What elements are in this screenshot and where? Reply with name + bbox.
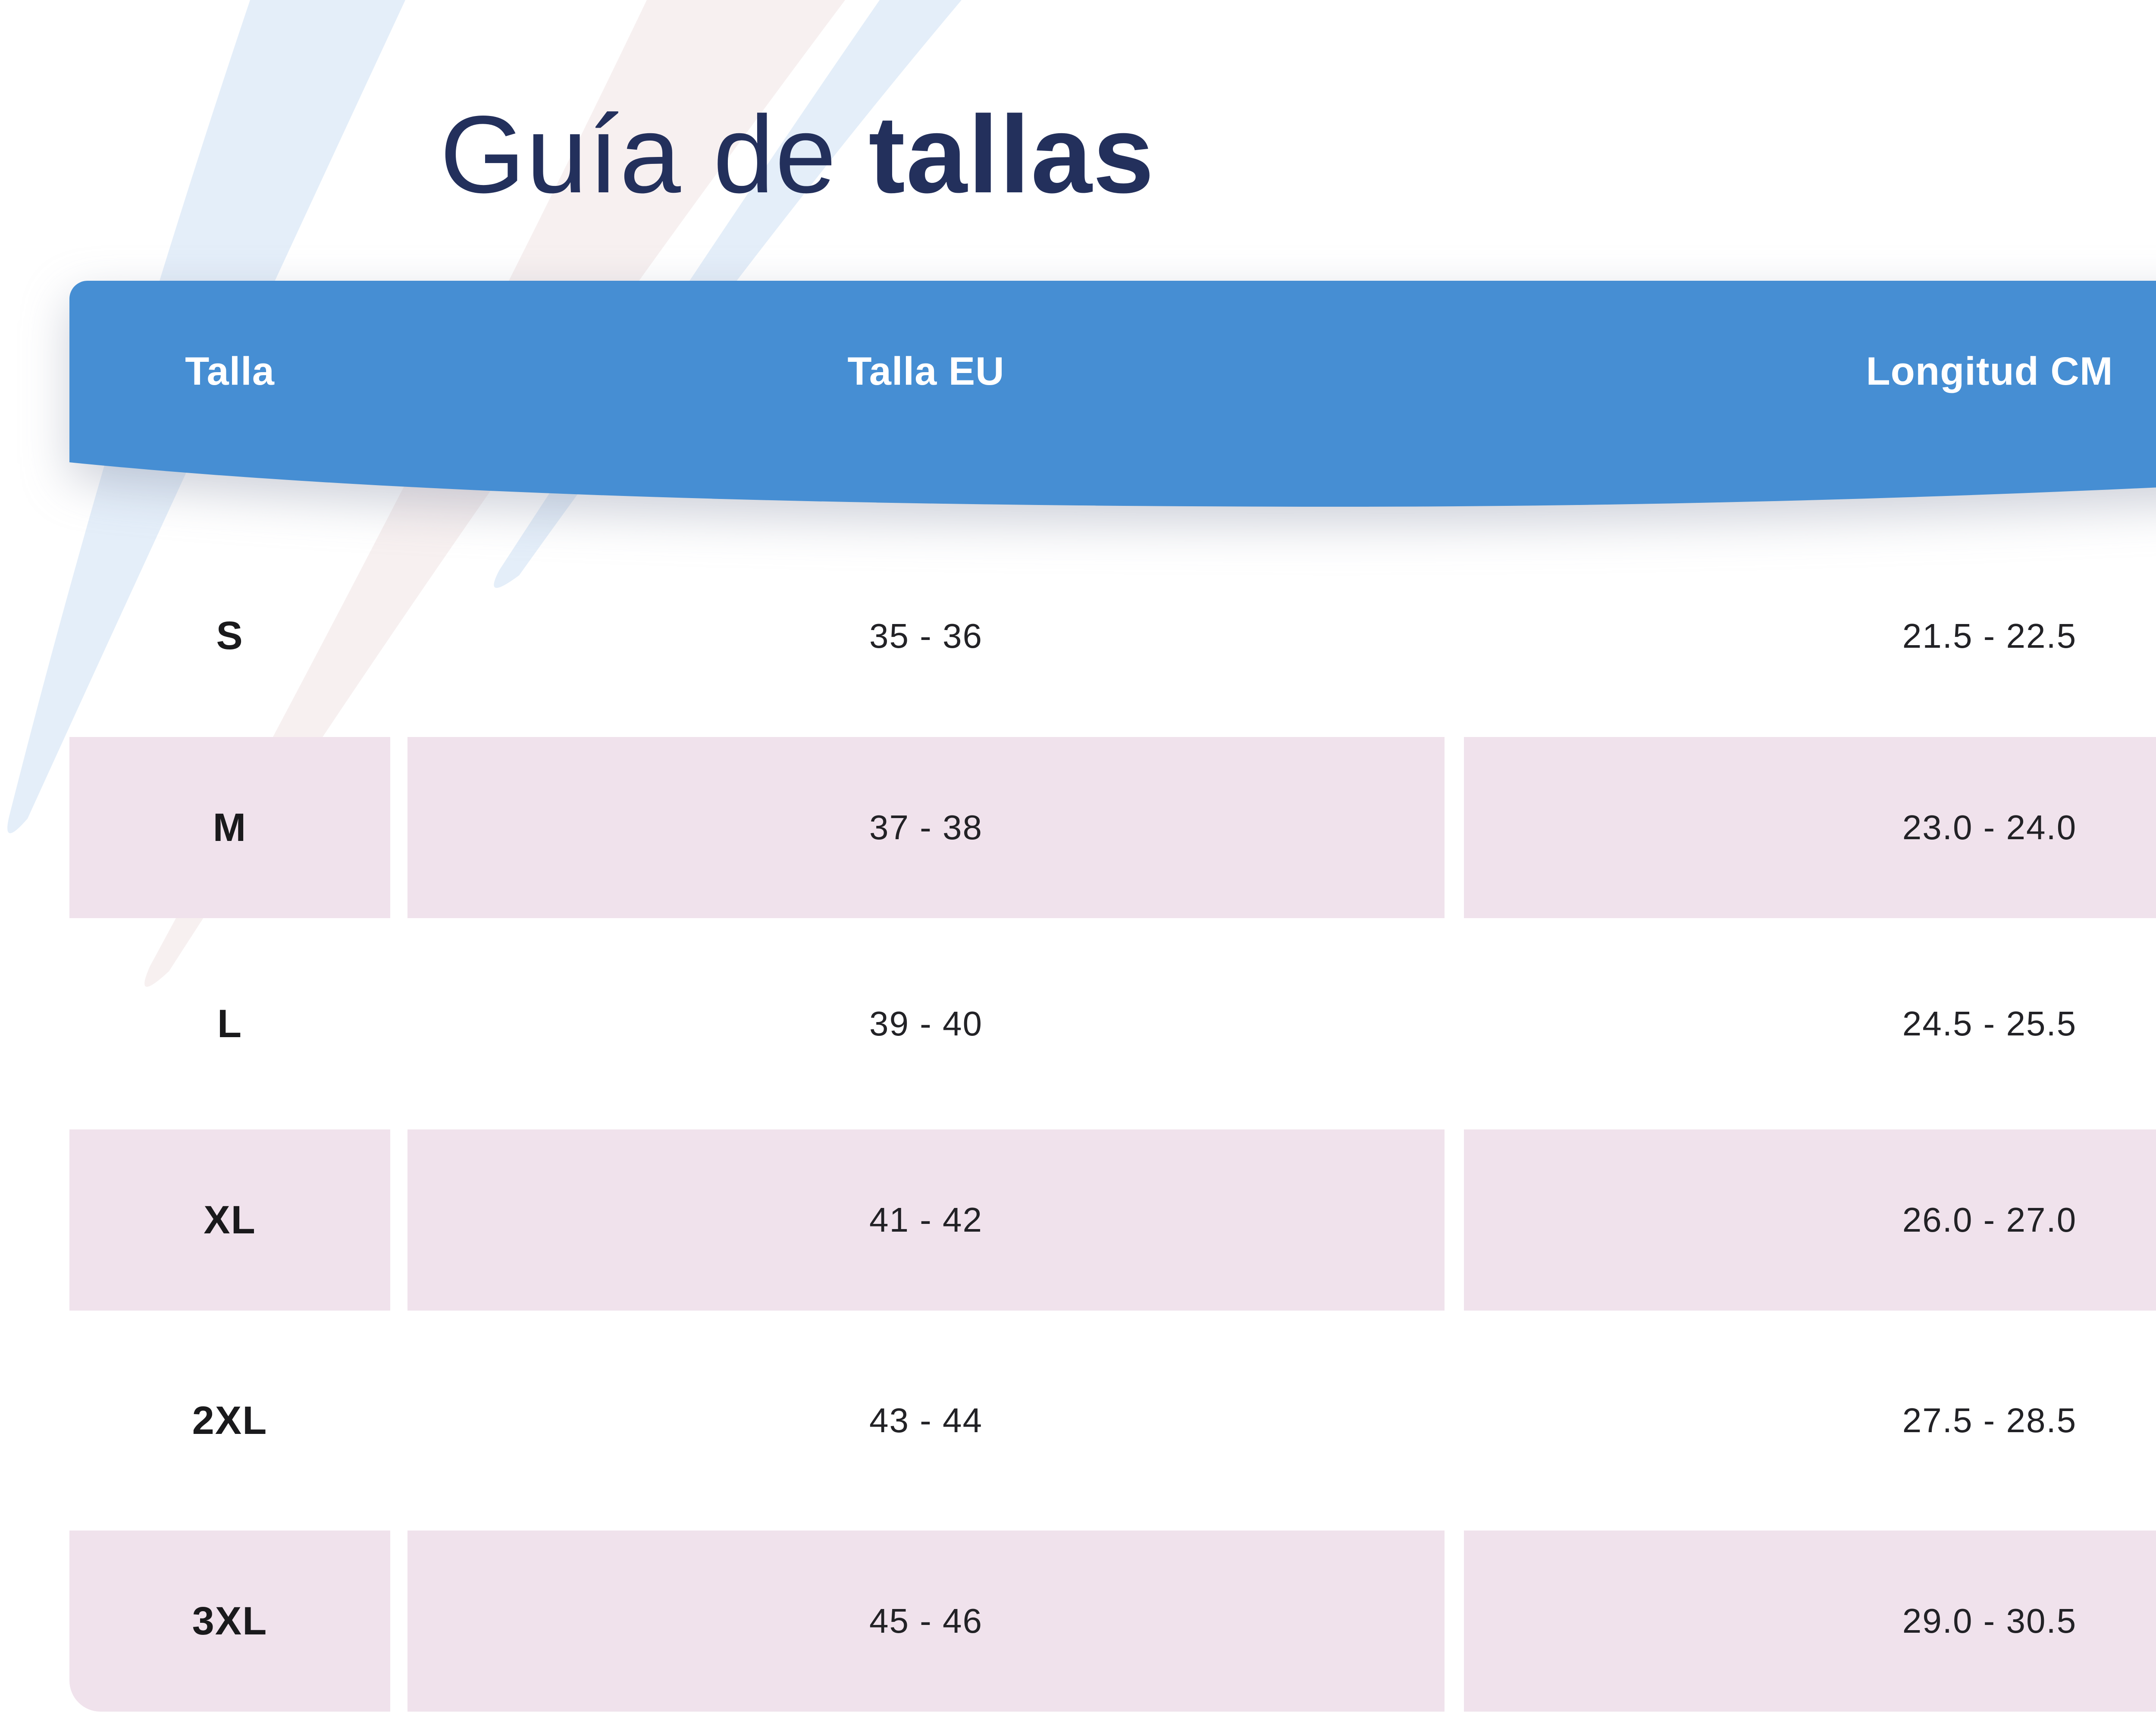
table-row-3xl: 3XL 45 - 46 29.0 - 30.5 — [69, 1531, 2156, 1712]
size-cell: M — [69, 737, 390, 918]
size-cell: 2XL — [192, 1398, 268, 1443]
table-row-m: M 37 - 38 23.0 - 24.0 — [69, 737, 2156, 918]
page-title: Guía de tallas — [440, 86, 1155, 224]
cm-cell: 29.0 - 30.5 — [1464, 1531, 2156, 1712]
column-header-talla-eu: Talla EU — [847, 349, 1005, 393]
eu-cell: 35 - 36 — [869, 616, 983, 655]
page-title-bold: tallas — [868, 93, 1155, 216]
table-header-row: Talla Talla EU Longitud CM — [69, 281, 2156, 462]
table-header-shape: Talla Talla EU Longitud CM — [69, 281, 2156, 535]
cm-cell: 24.5 - 25.5 — [1902, 1004, 2077, 1043]
cm-cell: 26.0 - 27.0 — [1464, 1129, 2156, 1311]
size-cell: XL — [69, 1129, 390, 1311]
eu-cell: 37 - 38 — [407, 737, 1445, 918]
table-row-xl: XL 41 - 42 26.0 - 27.0 — [69, 1129, 2156, 1311]
eu-cell: 41 - 42 — [407, 1129, 1445, 1311]
column-header-talla: Talla — [185, 349, 275, 393]
cm-cell: 21.5 - 22.5 — [1902, 616, 2077, 655]
table-row-l: L 39 - 40 24.5 - 25.5 — [69, 918, 2156, 1129]
cm-cell: 23.0 - 24.0 — [1464, 737, 2156, 918]
table-row-s: S 35 - 36 21.5 - 22.5 — [69, 535, 2156, 737]
eu-cell: 39 - 40 — [869, 1004, 983, 1043]
table-row-2xl: 2XL 43 - 44 27.5 - 28.5 — [69, 1311, 2156, 1531]
column-header-longitud-cm: Longitud CM — [1866, 349, 2113, 393]
size-cell: L — [217, 1001, 243, 1046]
table-body: S 35 - 36 21.5 - 22.5 M 37 - 38 23.0 - 2… — [69, 535, 2156, 1712]
eu-cell: 43 - 44 — [869, 1401, 983, 1440]
size-guide-table: Talla Talla EU Longitud CM S 35 - 36 21.… — [69, 281, 2156, 1712]
size-cell: 3XL — [69, 1531, 390, 1712]
size-cell: S — [216, 614, 244, 658]
header-wave-curve — [69, 461, 2156, 507]
cm-cell: 27.5 - 28.5 — [1902, 1401, 2077, 1440]
eu-cell: 45 - 46 — [407, 1531, 1445, 1712]
page-title-regular: Guía de — [440, 93, 869, 216]
